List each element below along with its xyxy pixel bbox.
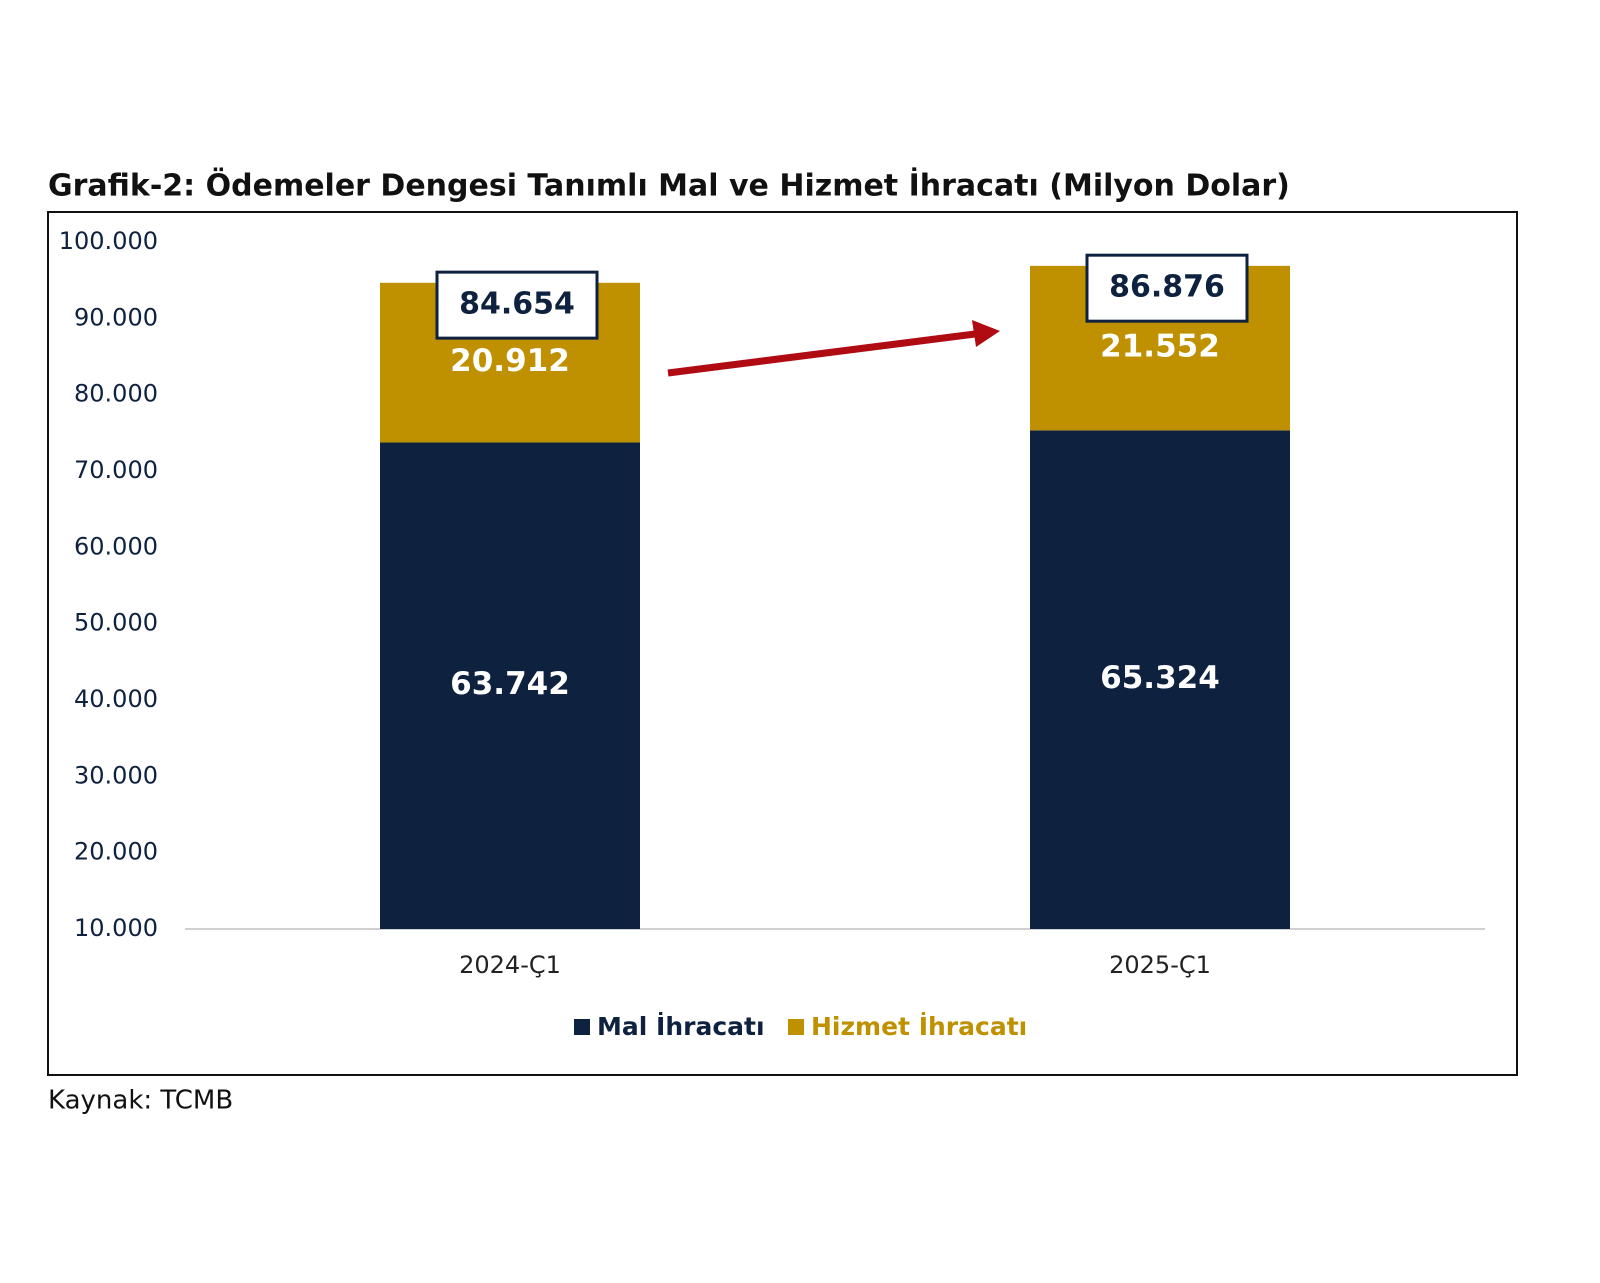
- trend-arrow: [667, 320, 1000, 377]
- y-tick-label: 20.000: [74, 838, 158, 866]
- chart-title: Grafik-2: Ödemeler Dengesi Tanımlı Mal v…: [48, 167, 1290, 204]
- y-tick-label: 70.000: [74, 456, 158, 484]
- y-tick-label: 10.000: [74, 914, 158, 942]
- x-tick-label: 2025-Ç1: [1109, 951, 1211, 979]
- y-tick-label: 90.000: [74, 303, 158, 331]
- legend-label: Mal İhracatı: [597, 1011, 765, 1041]
- y-tick-label: 80.000: [74, 380, 158, 408]
- y-tick-label: 50.000: [74, 609, 158, 637]
- bar-segment: [1030, 430, 1290, 929]
- total-box: [1085, 253, 1249, 323]
- legend-label: Hizmet İhracatı: [811, 1011, 1027, 1041]
- total-label: 86.876: [1109, 270, 1225, 305]
- data-label: 65.324: [1100, 660, 1220, 696]
- chart-frame: [47, 211, 1518, 1076]
- total-box: [435, 270, 599, 340]
- x-tick-label: 2024-Ç1: [459, 951, 561, 979]
- y-tick-label: 30.000: [74, 761, 158, 789]
- total-label: 84.654: [459, 287, 575, 322]
- legend-swatch: [574, 1019, 590, 1035]
- data-label: 20.912: [450, 343, 570, 379]
- data-label: 63.742: [450, 666, 570, 702]
- y-tick-label: 60.000: [74, 532, 158, 560]
- legend-swatch: [788, 1019, 804, 1035]
- data-label: 21.552: [1100, 329, 1220, 365]
- bar-segment: [380, 442, 640, 929]
- y-tick-label: 40.000: [74, 685, 158, 713]
- source: Kaynak: TCMB: [48, 1086, 233, 1116]
- y-tick-label: 100.000: [59, 227, 158, 255]
